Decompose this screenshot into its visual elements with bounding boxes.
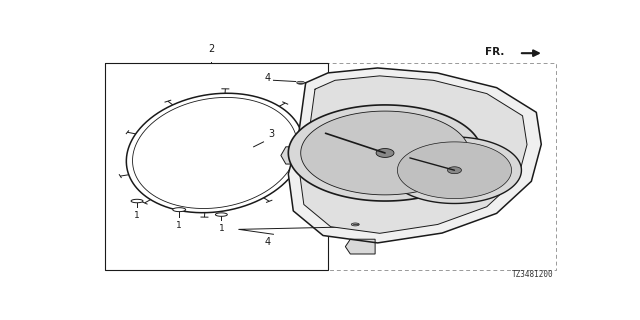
Polygon shape bbox=[447, 167, 461, 174]
Text: 1: 1 bbox=[177, 221, 182, 230]
Text: 1: 1 bbox=[218, 224, 224, 233]
Bar bbox=[105, 63, 556, 270]
Text: FR.: FR. bbox=[484, 47, 504, 57]
Polygon shape bbox=[397, 142, 511, 198]
Polygon shape bbox=[346, 239, 375, 254]
Text: 4: 4 bbox=[265, 73, 271, 83]
Polygon shape bbox=[376, 148, 394, 157]
Polygon shape bbox=[297, 81, 305, 84]
Text: TZ3481200: TZ3481200 bbox=[512, 270, 554, 279]
Polygon shape bbox=[131, 199, 143, 203]
Polygon shape bbox=[301, 111, 469, 195]
Bar bbox=[105, 63, 328, 270]
Polygon shape bbox=[289, 105, 482, 201]
Text: 1: 1 bbox=[134, 211, 140, 220]
Polygon shape bbox=[281, 147, 301, 164]
Text: 4: 4 bbox=[265, 237, 271, 247]
Polygon shape bbox=[216, 213, 227, 216]
Polygon shape bbox=[288, 68, 541, 243]
Polygon shape bbox=[351, 223, 359, 226]
Polygon shape bbox=[300, 76, 527, 233]
Text: 2: 2 bbox=[208, 44, 214, 54]
Polygon shape bbox=[388, 137, 522, 204]
Polygon shape bbox=[173, 208, 186, 212]
Text: 3: 3 bbox=[269, 129, 275, 140]
